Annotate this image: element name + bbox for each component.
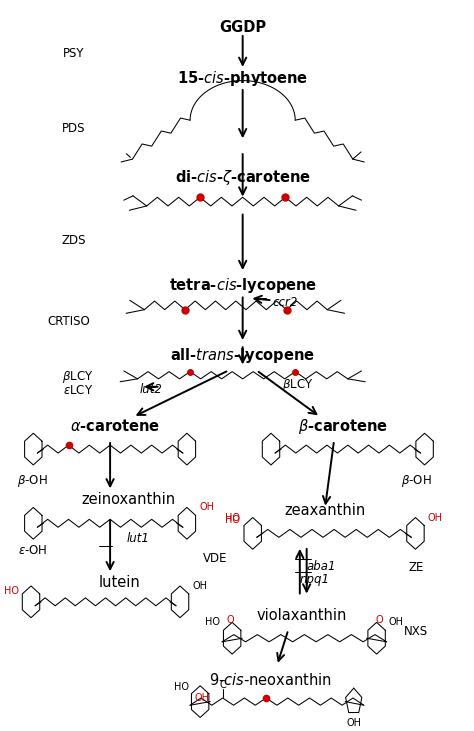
Text: ccr2: ccr2 xyxy=(273,296,298,309)
Text: O: O xyxy=(375,616,383,625)
Text: $\varepsilon$LCY: $\varepsilon$LCY xyxy=(63,384,93,397)
Text: ZDS: ZDS xyxy=(61,234,86,247)
Text: 15-$\it{cis}$-phytoene: 15-$\it{cis}$-phytoene xyxy=(177,69,308,88)
Text: $\alpha$-carotene: $\alpha$-carotene xyxy=(70,418,160,434)
Text: violaxanthin: violaxanthin xyxy=(257,607,347,623)
Text: lut2: lut2 xyxy=(140,383,163,396)
Text: VDE: VDE xyxy=(203,553,228,566)
Text: CRTISO: CRTISO xyxy=(47,315,91,327)
Text: $\beta$LCY: $\beta$LCY xyxy=(282,376,313,393)
Text: OH: OH xyxy=(428,512,443,523)
Text: ZE: ZE xyxy=(409,561,424,574)
Text: HO: HO xyxy=(225,512,240,523)
Text: PDS: PDS xyxy=(62,121,85,135)
Text: lutein: lutein xyxy=(99,575,140,590)
Text: $\varepsilon$-OH: $\varepsilon$-OH xyxy=(18,544,47,557)
Text: C: C xyxy=(219,680,226,690)
Text: GGDP: GGDP xyxy=(219,20,266,36)
Text: 9-$\it{cis}$-neoxanthin: 9-$\it{cis}$-neoxanthin xyxy=(209,672,331,688)
Text: zeinoxanthin: zeinoxanthin xyxy=(82,493,175,507)
Text: zeaxanthin: zeaxanthin xyxy=(284,503,365,518)
Text: all-$\it{trans}$-lycopene: all-$\it{trans}$-lycopene xyxy=(170,346,315,366)
Text: HO: HO xyxy=(225,515,240,526)
Text: $\beta$LCY: $\beta$LCY xyxy=(63,369,94,385)
Text: npq1: npq1 xyxy=(300,572,330,586)
Text: di-$\it{cis}$-$\zeta$-carotene: di-$\it{cis}$-$\zeta$-carotene xyxy=(175,168,310,187)
Text: HO: HO xyxy=(205,618,220,627)
Text: OH: OH xyxy=(192,581,208,591)
Text: aba1: aba1 xyxy=(307,560,336,572)
Text: PSY: PSY xyxy=(63,47,84,60)
Text: OH: OH xyxy=(389,618,403,627)
Text: OH: OH xyxy=(195,693,210,703)
Text: lut1: lut1 xyxy=(126,532,149,545)
Text: $\beta$-OH: $\beta$-OH xyxy=(17,473,48,489)
Text: $\beta$-OH: $\beta$-OH xyxy=(401,473,432,489)
Text: OH: OH xyxy=(346,719,361,728)
Text: HO: HO xyxy=(174,682,189,692)
Text: $\beta$-carotene: $\beta$-carotene xyxy=(298,417,388,436)
Text: NXS: NXS xyxy=(404,624,428,637)
Text: tetra-$\it{cis}$-lycopene: tetra-$\it{cis}$-lycopene xyxy=(169,276,317,295)
Text: O: O xyxy=(226,616,234,625)
Text: OH: OH xyxy=(199,502,214,512)
Text: HO: HO xyxy=(4,586,18,596)
